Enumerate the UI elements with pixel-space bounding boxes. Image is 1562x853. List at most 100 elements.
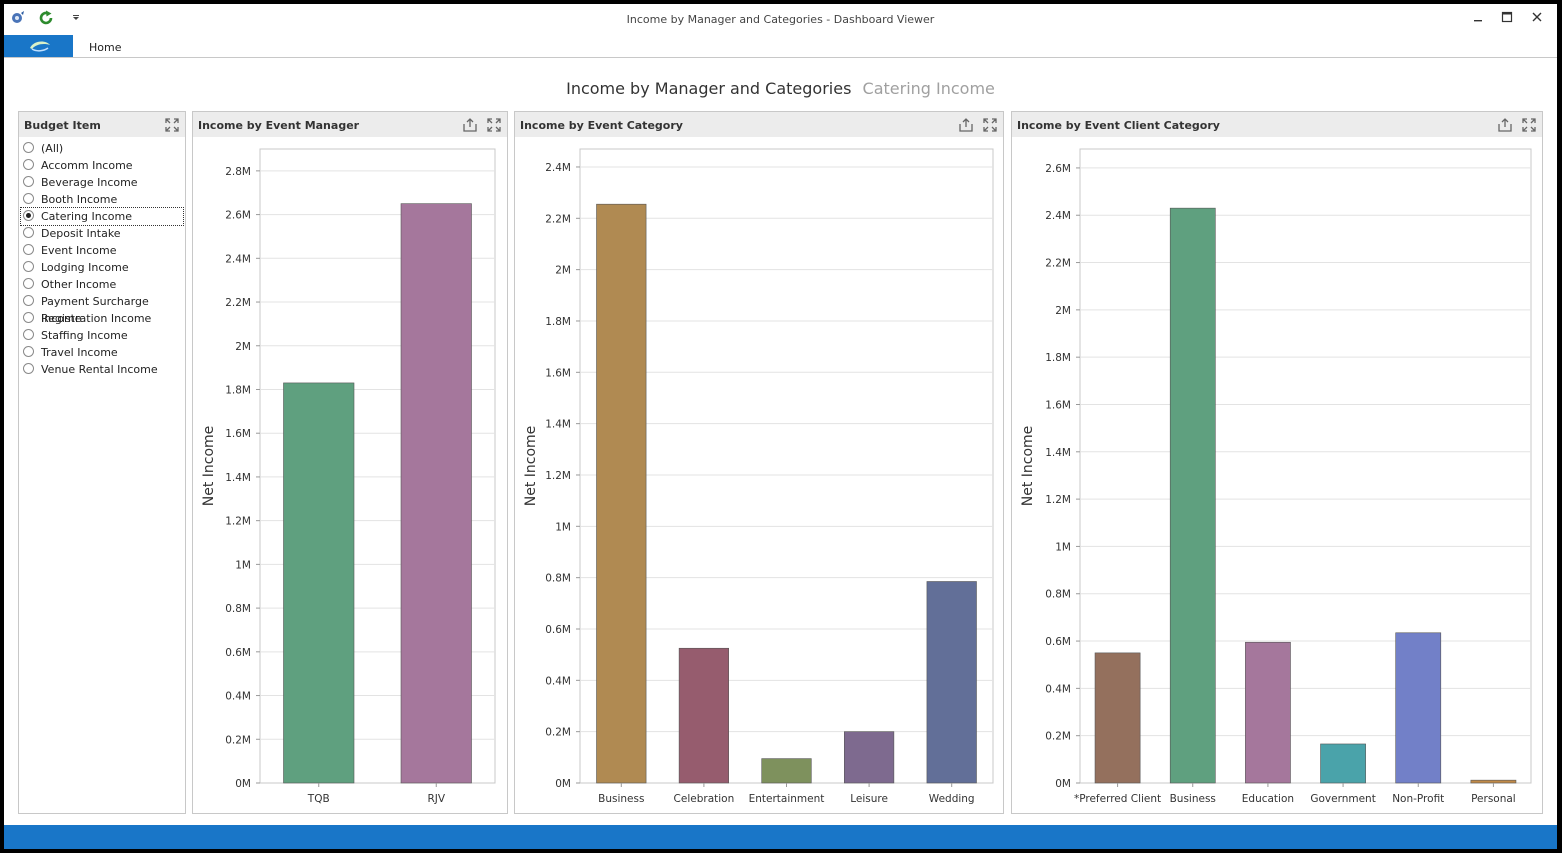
budget-item-option[interactable]: (All) bbox=[21, 140, 183, 157]
budget-item-option[interactable]: Payment Surcharge Income bbox=[21, 293, 183, 325]
radio-button[interactable] bbox=[23, 176, 34, 187]
panel-title: Budget Item bbox=[24, 119, 101, 132]
bar[interactable] bbox=[844, 731, 895, 784]
budget-item-option[interactable]: Beverage Income bbox=[21, 174, 183, 191]
radio-button[interactable] bbox=[23, 346, 34, 357]
close-button[interactable] bbox=[1528, 11, 1546, 27]
minimize-button[interactable] bbox=[1469, 11, 1487, 27]
budget-item-label: Accomm Income bbox=[41, 159, 133, 172]
export-icon[interactable] bbox=[958, 117, 974, 133]
y-axis-label: Net Income bbox=[1020, 426, 1036, 507]
y-tick-label: 2.2M bbox=[1045, 258, 1071, 270]
budget-item-label: Registration Income bbox=[41, 312, 152, 325]
y-tick-label: 0.8M bbox=[1045, 589, 1071, 601]
budget-item-option[interactable]: Lodging Income bbox=[21, 259, 183, 276]
budget-item-option[interactable]: Staffing Income bbox=[21, 327, 183, 344]
radio-button[interactable] bbox=[23, 363, 34, 374]
bar[interactable] bbox=[400, 203, 472, 784]
maximize-panel-icon[interactable] bbox=[164, 117, 180, 133]
radio-button[interactable] bbox=[23, 329, 34, 340]
maximize-button[interactable] bbox=[1498, 11, 1516, 27]
plot-area bbox=[1079, 148, 1532, 784]
x-tick-label: Government bbox=[1310, 793, 1375, 805]
radio-button[interactable] bbox=[23, 159, 34, 170]
radio-button[interactable] bbox=[23, 193, 34, 204]
tab-home[interactable]: Home bbox=[89, 41, 122, 54]
budget-item-option[interactable]: Travel Income bbox=[21, 344, 183, 361]
export-icon[interactable] bbox=[462, 117, 478, 133]
budget-item-label: Beverage Income bbox=[41, 176, 138, 189]
bar[interactable] bbox=[283, 382, 355, 784]
budget-item-option[interactable]: Other Income bbox=[21, 276, 183, 293]
y-tick-label: 0.6M bbox=[225, 647, 251, 659]
panel-header: Income by Event Category bbox=[515, 112, 1003, 137]
customize-toolbar-icon[interactable] bbox=[72, 15, 80, 21]
radio-button[interactable] bbox=[23, 312, 34, 323]
app-logo-icon bbox=[30, 41, 50, 52]
bar[interactable] bbox=[1245, 641, 1291, 784]
bar[interactable] bbox=[1470, 779, 1517, 784]
panel-title: Income by Event Client Category bbox=[1017, 119, 1220, 132]
x-tick-label: Business bbox=[598, 793, 644, 805]
file-tab[interactable] bbox=[4, 35, 73, 57]
radio-button[interactable] bbox=[23, 244, 34, 255]
radio-button[interactable] bbox=[23, 210, 34, 221]
budget-item-option[interactable]: Accomm Income bbox=[21, 157, 183, 174]
client-category-panel: Income by Event Client Category 0M 0.2M 0.… bbox=[1011, 111, 1543, 814]
maximize-panel-icon[interactable] bbox=[982, 117, 998, 133]
bar[interactable] bbox=[1169, 207, 1216, 784]
budget-item-option[interactable]: Registration Income bbox=[21, 310, 183, 327]
y-tick-label: 0.2M bbox=[545, 727, 571, 739]
ribbon: Home bbox=[4, 35, 1557, 58]
export-icon[interactable] bbox=[1497, 117, 1513, 133]
budget-item-label: Other Income bbox=[41, 278, 117, 291]
budget-item-label: Event Income bbox=[41, 244, 117, 257]
refresh-icon[interactable] bbox=[38, 10, 54, 26]
budget-item-label: Deposit Intake bbox=[41, 227, 121, 240]
x-tick-label: *Preferred Client bbox=[1074, 793, 1161, 805]
radio-button[interactable] bbox=[23, 261, 34, 272]
y-tick-label: 0.4M bbox=[225, 691, 251, 703]
budget-item-label: (All) bbox=[41, 142, 64, 155]
y-tick-label: 1.4M bbox=[225, 472, 251, 484]
y-tick-label: 0.2M bbox=[225, 734, 251, 746]
bar[interactable] bbox=[1395, 632, 1442, 784]
bar-chart: 0M 0.2M 0.4M 0.6M 0.8M 1M 1.2M 1.4M 1.6M 1.8M 2M 2.… bbox=[523, 148, 994, 805]
budget-item-label: Travel Income bbox=[41, 346, 118, 359]
y-tick-label: 0.6M bbox=[1045, 636, 1071, 648]
maximize-panel-icon[interactable] bbox=[1521, 117, 1537, 133]
budget-item-option[interactable]: Deposit Intake bbox=[21, 225, 183, 242]
maximize-panel-icon[interactable] bbox=[486, 117, 502, 133]
panel-header: Income by Event Manager bbox=[193, 112, 507, 137]
bar[interactable] bbox=[761, 758, 812, 784]
y-tick-label: 2.4M bbox=[545, 162, 571, 174]
event-manager-panel: Income by Event Manager 0M 0.2M 0.4M 0.6M 0.… bbox=[192, 111, 508, 814]
y-tick-label: 2.6M bbox=[225, 210, 251, 222]
dashboard-title-text: Income by Manager and Categories bbox=[566, 79, 852, 98]
event-category-panel: Income by Event Category 0M 0.2M 0.4M 0.6M 0… bbox=[514, 111, 1004, 814]
budget-item-option[interactable]: Booth Income bbox=[21, 191, 183, 208]
radio-button[interactable] bbox=[23, 295, 34, 306]
bar[interactable] bbox=[678, 647, 729, 784]
bar[interactable] bbox=[596, 203, 647, 784]
app-icon[interactable] bbox=[10, 10, 26, 26]
panel-title: Income by Event Category bbox=[520, 119, 683, 132]
radio-button[interactable] bbox=[23, 142, 34, 153]
bar[interactable] bbox=[926, 581, 977, 784]
y-tick-label: 1.2M bbox=[225, 516, 251, 528]
budget-item-option[interactable]: Venue Rental Income bbox=[21, 361, 183, 378]
bar[interactable] bbox=[1320, 743, 1366, 784]
bar[interactable] bbox=[1094, 652, 1141, 784]
budget-item-label: Lodging Income bbox=[41, 261, 129, 274]
y-tick-label: 0.4M bbox=[1045, 683, 1071, 695]
y-tick-label: 2.2M bbox=[225, 297, 251, 309]
y-tick-label: 0.8M bbox=[225, 603, 251, 615]
y-tick-label: 1.4M bbox=[1045, 447, 1071, 459]
budget-item-list: (All) Accomm Income Beverage Income Booth I… bbox=[20, 140, 184, 378]
radio-button[interactable] bbox=[23, 278, 34, 289]
y-tick-label: 1.8M bbox=[545, 316, 571, 328]
budget-item-option[interactable]: Catering Income bbox=[20, 207, 184, 226]
radio-button[interactable] bbox=[23, 227, 34, 238]
budget-item-option[interactable]: Event Income bbox=[21, 242, 183, 259]
budget-item-label: Staffing Income bbox=[41, 329, 128, 342]
